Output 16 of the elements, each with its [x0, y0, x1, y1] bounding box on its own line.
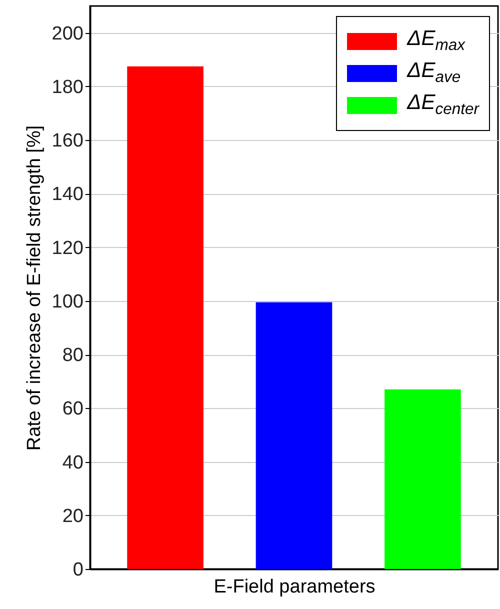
y-tick-label: 180	[52, 76, 84, 98]
y-tick-label: 80	[62, 345, 84, 366]
x-axis-title: E-Field parameters	[214, 576, 376, 598]
y-tick-label: 100	[52, 291, 84, 312]
y-tick-label: 40	[62, 452, 84, 474]
y-tick-label: 60	[62, 398, 84, 420]
y-axis-title: Rate of increase of E-field strength [%]	[24, 125, 45, 451]
legend-label: ΔE$_{ave}$	[407, 59, 461, 88]
y-tick-label: 160	[52, 130, 84, 152]
legend-label: ΔE$_{max}$	[407, 27, 465, 56]
y-tick-label: 20	[62, 506, 84, 527]
y-tick-label: 120	[52, 238, 84, 259]
y-tick-label: 0	[72, 560, 84, 580]
legend-label: ΔE$_{center}$	[407, 91, 479, 120]
y-tick-label: 140	[52, 184, 84, 206]
y-tick-label: 200	[52, 23, 84, 44]
